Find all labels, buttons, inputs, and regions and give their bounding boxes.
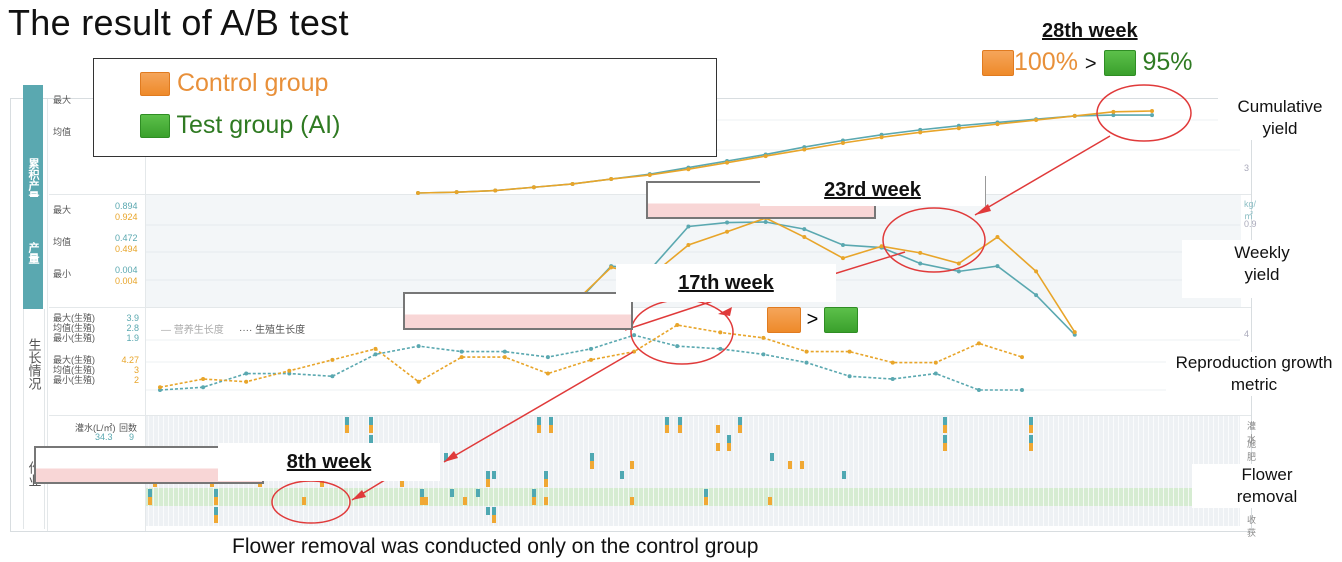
page-title: The result of A/B test — [8, 2, 349, 43]
callout-week28: 28th week — [1042, 20, 1138, 42]
growth-stats-test-labels: 最大(生殖) 均值(生殖) 最小(生殖) — [53, 313, 95, 343]
test-swatch-icon — [140, 114, 170, 139]
ops-water-value: 34.3 — [95, 432, 113, 442]
legend-box: Control group Test group (AI) — [93, 58, 717, 157]
annotation-cumulative-yield: Cumulative yield — [1218, 96, 1342, 140]
caption: Flower removal was conducted only on the… — [232, 535, 759, 558]
axis-tick: 4 — [1244, 329, 1250, 339]
growth-legend-vegetative: — 营养生长度 — [161, 325, 224, 336]
axis-tick: 3 — [1244, 163, 1250, 173]
growth-stats-test-values: 3.9 2.8 1.9 — [126, 313, 139, 343]
ops-header-count: 回数 — [119, 423, 138, 433]
stat-label-mean: 均值 — [53, 127, 72, 137]
stat-label-mean: 均值 — [53, 237, 72, 247]
stat-label-min: 最小 — [53, 269, 72, 279]
callout-week8: 8th week — [218, 443, 440, 481]
stat-value-test: 0.894 — [115, 201, 138, 211]
legend-item-control: Control group — [140, 69, 328, 98]
stat-value-control: 0.494 — [115, 244, 138, 254]
stat-label-max: 最大 — [53, 205, 72, 215]
growth-stats-control-labels: 最大(生殖) 均值(生殖) 最小(生殖) — [53, 355, 95, 385]
tab-growth[interactable]: 生长情况 — [23, 309, 45, 419]
ops-header-water: 灌水(L/㎡) — [75, 423, 116, 433]
stat-value-control: 0.924 — [115, 212, 138, 222]
divider — [47, 99, 48, 531]
test-swatch-icon — [823, 307, 858, 333]
growth-stats-control-values: 4.27 3 2 — [121, 355, 139, 385]
stat-label-max: 最大 — [53, 95, 72, 105]
callout-week23: 23rd week — [760, 176, 986, 206]
ops-row-label-water: 灌水 — [1247, 421, 1257, 444]
annotation-weekly-yield: Weekly yield — [1182, 240, 1342, 298]
annotation-flower-removal: Flower removal — [1192, 464, 1342, 508]
stat-value-test: 0.472 — [115, 233, 138, 243]
stat-value-test: 0.004 — [115, 265, 138, 275]
divider — [49, 415, 1251, 416]
ops-row-label-fertilize: 施肥 — [1247, 439, 1257, 462]
callout-week17-compare: > — [767, 307, 858, 333]
growth-legend-reproductive: ···· 生殖生长度 — [239, 325, 306, 336]
legend-item-test: Test group (AI) — [140, 111, 340, 140]
annotation-reproduction: Reproduction growth metric — [1166, 352, 1342, 396]
annotation-markers — [271, 84, 1192, 524]
ops-row-label-harvest: 收获 — [1247, 515, 1257, 538]
control-swatch-icon — [767, 307, 801, 333]
masked-box — [403, 292, 633, 330]
test-swatch-icon — [1103, 50, 1136, 77]
tab-weekly-yield[interactable]: 产量 — [23, 197, 43, 309]
arrow-heads — [352, 204, 991, 500]
callout-week28-compare: 100% > 95% — [982, 48, 1193, 77]
stat-value-control: 0.004 — [115, 276, 138, 286]
axis-tick: 0.9 — [1244, 219, 1257, 229]
weekly-unit-label: kg/㎡ — [1244, 199, 1257, 221]
callout-week17: 17th week — [616, 264, 836, 302]
divider — [145, 99, 146, 531]
ops-count-value: 9 — [129, 432, 135, 442]
control-swatch-icon — [140, 72, 170, 97]
control-swatch-icon — [982, 50, 1014, 77]
